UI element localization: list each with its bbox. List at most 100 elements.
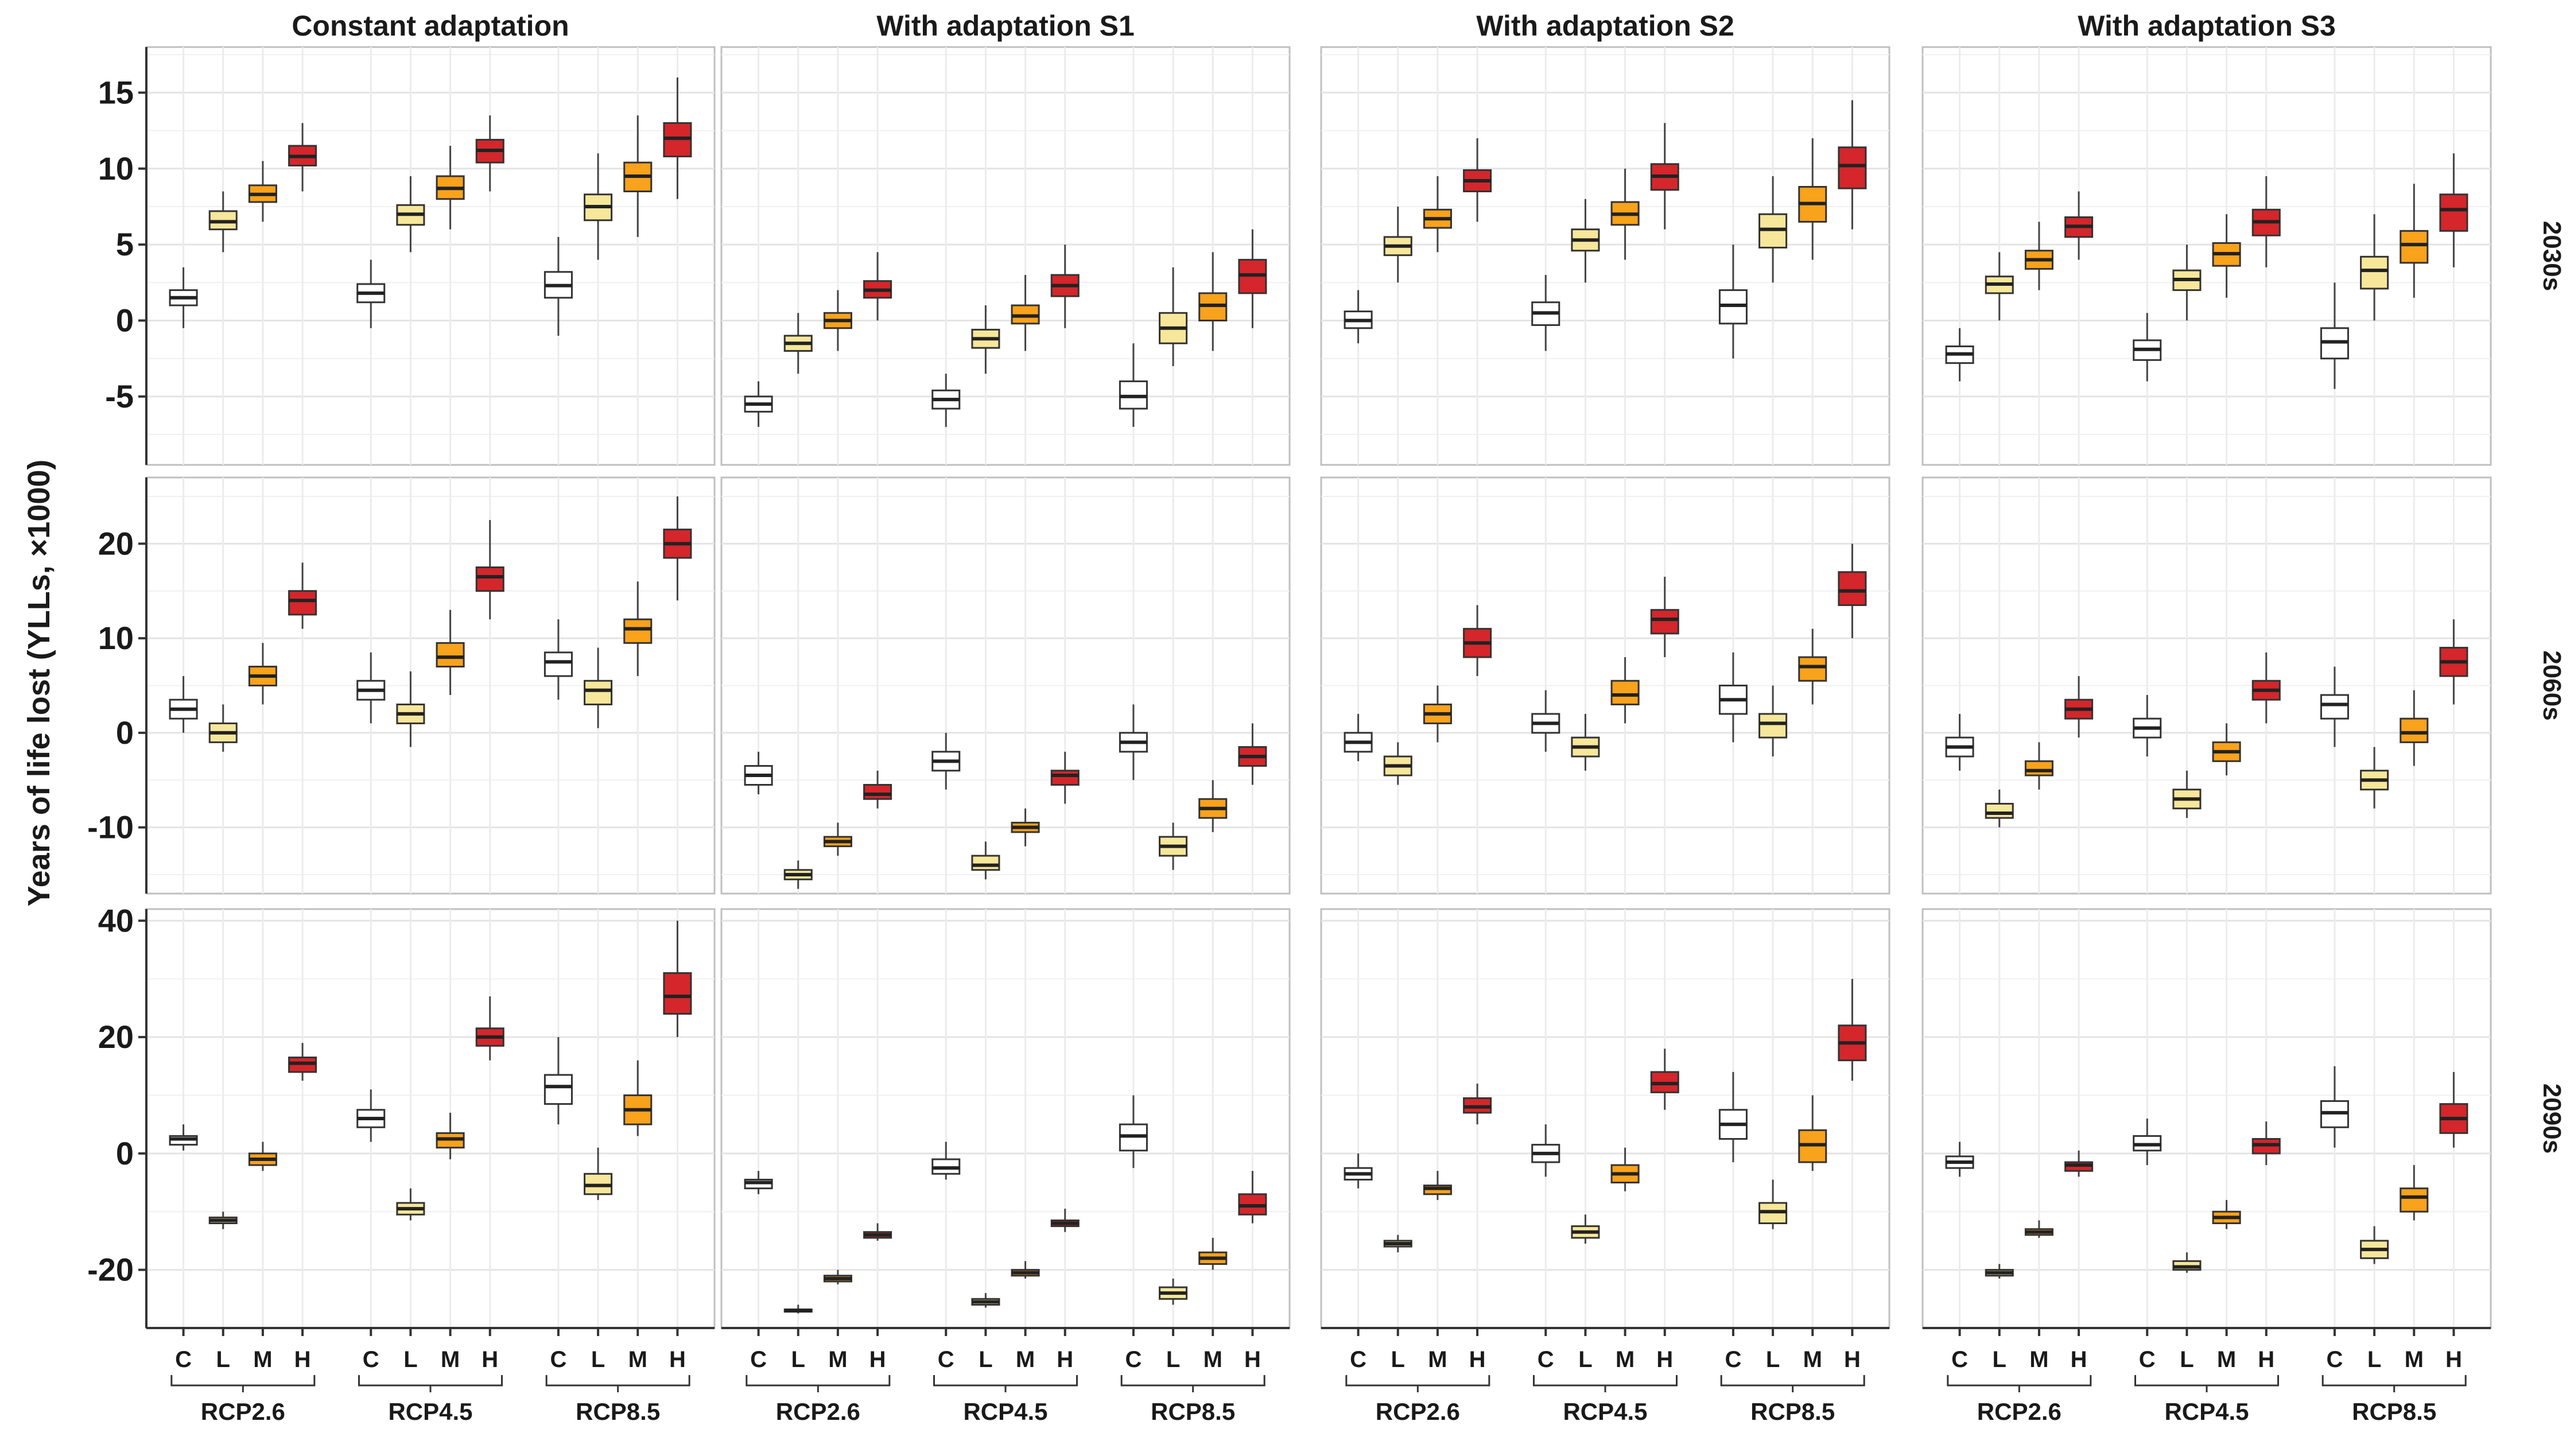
scenario-bracket bbox=[2134, 1375, 2279, 1392]
x-tick-label-l: L bbox=[2367, 1347, 2381, 1372]
x-tick-label-c: C bbox=[2326, 1347, 2343, 1372]
box-with-adaptation-s1-2060s-rcp2-6-h bbox=[863, 784, 892, 800]
x-tick-label-h: H bbox=[1656, 1347, 1673, 1372]
scenario-bracket bbox=[170, 1375, 316, 1392]
scenario-label-rcp2-6: RCP2.6 bbox=[1376, 1398, 1460, 1425]
scenario-label-rcp4-5: RCP4.5 bbox=[1563, 1398, 1647, 1425]
panel-constant-adaptation-2030s-background bbox=[145, 46, 716, 466]
panel-with-adaptation-s2-2030s-background bbox=[1320, 46, 1890, 466]
x-tick-label-m: M bbox=[1016, 1347, 1035, 1372]
x-tick-label-c: C bbox=[1951, 1347, 1968, 1372]
box-with-adaptation-s2-2030s-rcp8-5-h bbox=[1838, 146, 1867, 189]
scenario-label-rcp8-5: RCP8.5 bbox=[1151, 1398, 1235, 1425]
panel-with-adaptation-s3-2090s-background bbox=[1921, 908, 2492, 1329]
x-tick-label-c: C bbox=[1538, 1347, 1554, 1372]
row-label-2030s: 2030s bbox=[2538, 221, 2566, 291]
x-tick-label-h: H bbox=[1469, 1347, 1486, 1372]
y-tick-label: 20 bbox=[98, 525, 134, 561]
x-tick-label-l: L bbox=[2180, 1347, 2194, 1372]
x-tick-label-c: C bbox=[750, 1347, 767, 1372]
scenario-bracket bbox=[2321, 1375, 2467, 1392]
x-tick-label-m: M bbox=[2029, 1347, 2048, 1372]
box-with-adaptation-s3-2030s-rcp8-5-h bbox=[2439, 193, 2468, 232]
box-constant-adaptation-2060s-rcp8-5-l bbox=[584, 680, 613, 705]
box-with-adaptation-s3-2060s-rcp2-6-l bbox=[1985, 802, 2014, 819]
box-constant-adaptation-2060s-rcp2-6-h bbox=[288, 590, 317, 616]
row-label-2090s: 2090s bbox=[2538, 1084, 2566, 1154]
x-tick-label-m: M bbox=[253, 1347, 272, 1372]
x-tick-label-m: M bbox=[1428, 1347, 1447, 1372]
x-tick-label-h: H bbox=[2071, 1347, 2087, 1372]
scenario-bracket bbox=[1533, 1375, 1678, 1392]
box-with-adaptation-s3-2030s-rcp8-5-l bbox=[2360, 255, 2389, 290]
y-tick-label: 20 bbox=[98, 1019, 134, 1055]
panel-with-adaptation-s3-2030s-background bbox=[1921, 46, 2492, 466]
x-tick-label-h: H bbox=[2258, 1347, 2274, 1372]
x-tick-label-m: M bbox=[1803, 1347, 1822, 1372]
column-title-with-adaptation-s3: With adaptation S3 bbox=[2078, 10, 2336, 42]
x-tick-label-m: M bbox=[1616, 1347, 1635, 1372]
row-label-2060s: 2060s bbox=[2538, 650, 2566, 720]
y-tick-label: -5 bbox=[105, 378, 134, 414]
scenario-bracket bbox=[1345, 1375, 1490, 1392]
scenario-label-rcp4-5: RCP4.5 bbox=[963, 1398, 1047, 1425]
y-tick-label: -20 bbox=[87, 1252, 134, 1288]
box-with-adaptation-s1-2060s-rcp4-5-l bbox=[971, 855, 1000, 871]
x-tick-label-c: C bbox=[938, 1347, 954, 1372]
box-with-adaptation-s3-2060s-rcp8-5-c bbox=[2320, 694, 2349, 720]
y-tick-label: 40 bbox=[98, 902, 134, 938]
scenario-label-rcp8-5: RCP8.5 bbox=[576, 1398, 660, 1425]
x-tick-label-l: L bbox=[1993, 1347, 2006, 1372]
y-tick-label: 0 bbox=[116, 715, 134, 751]
y-tick-label: -10 bbox=[87, 809, 134, 845]
y-tick-label: 5 bbox=[116, 226, 134, 262]
x-tick-label-m: M bbox=[828, 1347, 847, 1372]
x-tick-label-m: M bbox=[628, 1347, 647, 1372]
box-with-adaptation-s2-2060s-rcp8-5-l bbox=[1758, 713, 1788, 739]
scenario-label-rcp8-5: RCP8.5 bbox=[2352, 1398, 2436, 1425]
scenario-label-rcp2-6: RCP2.6 bbox=[1977, 1398, 2062, 1425]
x-tick-label-c: C bbox=[363, 1347, 379, 1372]
x-tick-label-h: H bbox=[294, 1347, 311, 1372]
box-with-adaptation-s3-2090s-rcp8-5-m bbox=[2400, 1187, 2429, 1213]
scenario-label-rcp2-6: RCP2.6 bbox=[776, 1398, 860, 1425]
box-constant-adaptation-2090s-rcp8-5-h bbox=[663, 972, 692, 1015]
y-tick-label: 10 bbox=[98, 150, 134, 187]
box-with-adaptation-s3-2060s-rcp8-5-m bbox=[2400, 717, 2429, 743]
x-tick-label-c: C bbox=[2139, 1347, 2156, 1372]
panel-with-adaptation-s2-2090s-background bbox=[1320, 908, 1890, 1329]
x-tick-label-l: L bbox=[403, 1347, 417, 1372]
box-constant-adaptation-2090s-rcp8-5-c bbox=[543, 1074, 573, 1105]
x-tick-label-c: C bbox=[1725, 1347, 1741, 1372]
scenario-label-rcp2-6: RCP2.6 bbox=[201, 1398, 285, 1425]
x-tick-label-h: H bbox=[482, 1347, 498, 1372]
scenario-bracket bbox=[933, 1375, 1078, 1392]
box-with-adaptation-s1-2060s-rcp4-5-h bbox=[1050, 770, 1080, 786]
box-with-adaptation-s3-2060s-rcp2-6-m bbox=[2024, 760, 2053, 776]
scenario-label-rcp4-5: RCP4.5 bbox=[2164, 1398, 2249, 1425]
box-constant-adaptation-2060s-rcp8-5-c bbox=[543, 651, 573, 677]
y-tick-label: 0 bbox=[116, 1135, 134, 1171]
x-tick-label-c: C bbox=[1125, 1347, 1142, 1372]
column-title-with-adaptation-s2: With adaptation S2 bbox=[1476, 10, 1734, 42]
panel-with-adaptation-s1-2030s-background bbox=[720, 46, 1291, 466]
y-tick-label: 10 bbox=[98, 620, 134, 656]
x-tick-label-l: L bbox=[1166, 1347, 1180, 1372]
column-title-with-adaptation-s1: With adaptation S1 bbox=[876, 10, 1135, 42]
x-tick-label-l: L bbox=[591, 1347, 605, 1372]
x-tick-label-l: L bbox=[216, 1347, 230, 1372]
scenario-bracket bbox=[1120, 1375, 1265, 1392]
x-tick-label-c: C bbox=[1350, 1347, 1366, 1372]
box-with-adaptation-s2-2060s-rcp4-5-m bbox=[1610, 680, 1640, 705]
x-tick-label-h: H bbox=[2445, 1347, 2462, 1372]
scenario-bracket bbox=[1720, 1375, 1865, 1392]
box-constant-adaptation-2060s-rcp4-5-h bbox=[475, 566, 504, 592]
column-title-constant-adaptation: Constant adaptation bbox=[292, 10, 569, 42]
box-with-adaptation-s2-2060s-rcp8-5-m bbox=[1798, 656, 1827, 682]
scenario-bracket bbox=[358, 1375, 503, 1392]
box-with-adaptation-s2-2060s-rcp8-5-h bbox=[1838, 571, 1867, 606]
scenario-label-rcp4-5: RCP4.5 bbox=[388, 1398, 472, 1425]
box-with-adaptation-s2-2060s-rcp4-5-h bbox=[1650, 609, 1679, 635]
x-tick-label-l: L bbox=[1578, 1347, 1592, 1372]
